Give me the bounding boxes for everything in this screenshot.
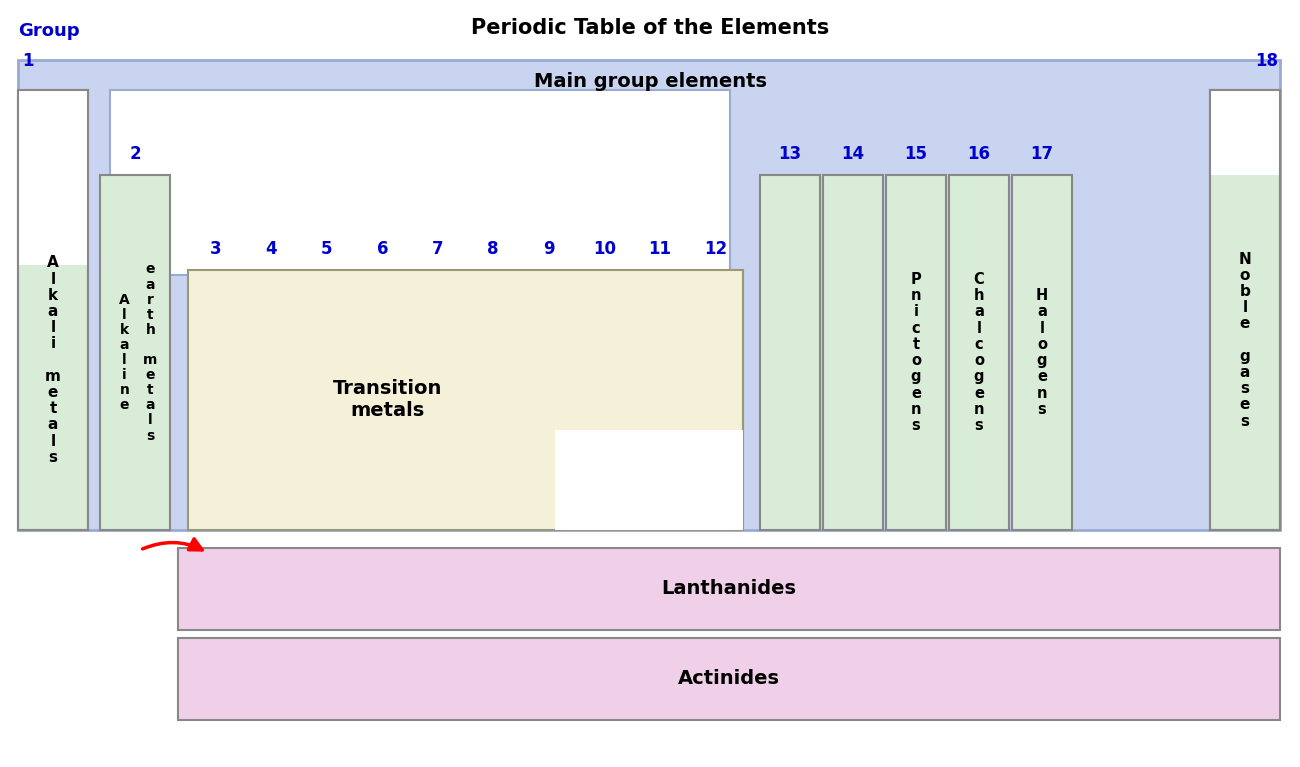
- Text: 5: 5: [321, 240, 333, 258]
- Bar: [18, 90, 88, 265]
- Text: A
l
k
a
l
i

m
e
t
a
l
s: A l k a l i m e t a l s: [46, 255, 61, 465]
- Text: 8: 8: [488, 240, 499, 258]
- Text: C
h
a
l
c
o
g
e
n
s: C h a l c o g e n s: [974, 272, 984, 433]
- Text: P
n
i
c
t
o
g
e
n
s: P n i c t o g e n s: [910, 272, 922, 433]
- Text: A
l
k
a
l
i
n
e: A l k a l i n e: [120, 293, 130, 413]
- Bar: [1210, 90, 1280, 530]
- Bar: [178, 638, 1280, 720]
- Text: 3: 3: [209, 240, 221, 258]
- Text: 18: 18: [1254, 52, 1278, 70]
- Text: 15: 15: [905, 145, 927, 163]
- Text: 16: 16: [967, 145, 991, 163]
- Bar: [18, 90, 88, 530]
- Text: 6: 6: [377, 240, 387, 258]
- Bar: [760, 175, 820, 530]
- Text: 12: 12: [703, 240, 727, 258]
- Text: Main group elements: Main group elements: [533, 72, 767, 91]
- Bar: [100, 175, 170, 530]
- Text: Periodic Table of the Elements: Periodic Table of the Elements: [471, 18, 829, 38]
- Bar: [823, 175, 883, 530]
- Bar: [887, 175, 946, 530]
- Bar: [188, 270, 744, 530]
- Text: Group: Group: [18, 22, 79, 40]
- Bar: [111, 90, 731, 275]
- Bar: [949, 175, 1009, 530]
- Text: 4: 4: [265, 240, 277, 258]
- Text: 11: 11: [649, 240, 671, 258]
- Bar: [1011, 175, 1072, 530]
- Text: 14: 14: [841, 145, 864, 163]
- Text: H
a
l
o
g
e
n
s: H a l o g e n s: [1036, 288, 1048, 416]
- Bar: [18, 60, 1280, 530]
- Text: 2: 2: [129, 145, 140, 163]
- Bar: [1210, 90, 1280, 175]
- Bar: [555, 430, 744, 530]
- Text: 10: 10: [593, 240, 616, 258]
- Text: 1: 1: [22, 52, 34, 70]
- Text: Lanthanides: Lanthanides: [662, 580, 797, 598]
- Text: N
o
b
l
e

g
a
s
e
s: N o b l e g a s e s: [1239, 252, 1252, 429]
- Text: Transition
metals: Transition metals: [333, 380, 443, 420]
- Bar: [18, 90, 88, 530]
- Text: 13: 13: [779, 145, 802, 163]
- Text: 9: 9: [543, 240, 555, 258]
- Bar: [178, 548, 1280, 630]
- Text: 7: 7: [432, 240, 443, 258]
- Text: Actinides: Actinides: [679, 670, 780, 689]
- Text: e
a
r
t
h

m
e
t
a
l
s: e a r t h m e t a l s: [143, 262, 157, 443]
- Bar: [1210, 90, 1280, 530]
- Text: 17: 17: [1031, 145, 1053, 163]
